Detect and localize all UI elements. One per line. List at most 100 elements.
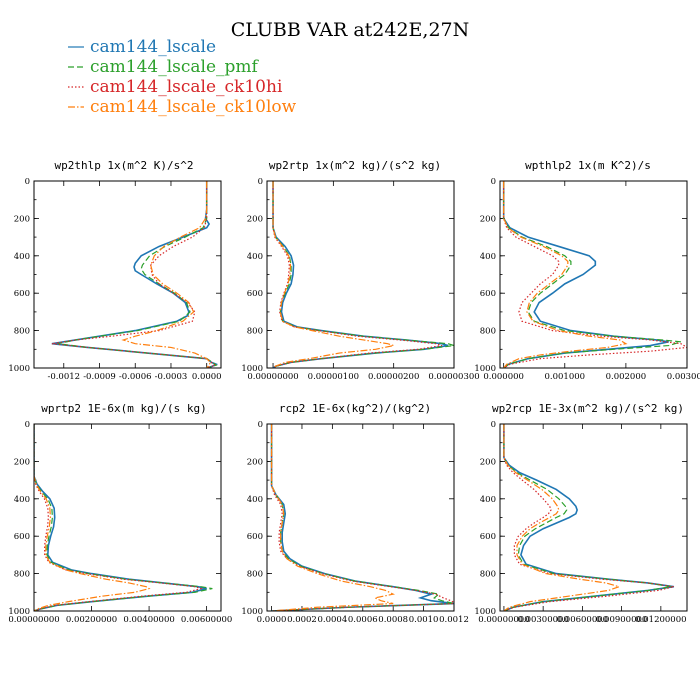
x-tick-label: 0.00600000	[557, 615, 608, 625]
series-group	[51, 181, 219, 368]
x-tick-label: 0.00400000	[123, 615, 174, 625]
panel-title: wprtp2 1E-6x(m kg)/(s kg)	[41, 402, 207, 415]
series-group	[270, 424, 454, 611]
series-line-cam144-lscale-ck10hi	[272, 181, 443, 368]
x-tick-label: -0.0012	[47, 372, 80, 382]
x-tick-label: 0.003000	[667, 372, 700, 382]
x-tick-label: 0.00300000	[517, 615, 568, 625]
series-group	[272, 181, 454, 368]
x-tick-label: 0.0002	[287, 615, 317, 625]
y-tick-label: 1000	[8, 364, 30, 374]
y-tick-label: 600	[480, 289, 496, 299]
y-tick-label: 800	[480, 570, 496, 580]
x-tick-label: -0.0009	[83, 372, 116, 382]
x-tick-label: 0.0012	[439, 615, 469, 625]
series-line-cam144-lscale-ck10hi	[503, 181, 687, 368]
series-line-cam144-lscale-pmf	[34, 424, 213, 611]
series-line-cam144-lscale-ck10low	[272, 181, 394, 368]
panel: rcp2 1E-6x(kg^2)/(kg^2) 0 200 400 600 800 1000…	[241, 402, 469, 625]
plot-frame	[33, 180, 222, 369]
y-tick-label: 600	[14, 289, 30, 299]
plot-frame	[33, 423, 222, 612]
x-tick-label: 0.0010	[409, 615, 439, 625]
panel-title: wp2rtp 1x(m^2 kg)/(s^2 kg)	[269, 159, 441, 172]
y-tick-label: 200	[480, 457, 496, 467]
series-line-cam144-lscale-ck10low	[503, 181, 628, 368]
series-group	[502, 181, 687, 368]
y-tick-label: 0	[491, 177, 496, 187]
series-line-cam144-lscale-ck10hi	[503, 424, 675, 611]
x-tick-label: -0.0006	[119, 372, 152, 382]
y-tick-label: 800	[480, 327, 496, 337]
x-tick-label: 0.002000	[606, 372, 647, 382]
series-line-cam144-lscale-ck10hi	[51, 181, 217, 368]
x-tick-label: 0.000000	[483, 372, 524, 382]
plot-frame	[499, 423, 688, 612]
panel-title: wp2thlp 1x(m^2 K)/s^2	[54, 159, 193, 172]
y-tick-label: 200	[247, 457, 263, 467]
y-tick-label: 400	[480, 252, 496, 262]
y-tick-label: 400	[14, 495, 30, 505]
x-tick-label: 0.00000000	[8, 615, 59, 625]
y-tick-label: 800	[14, 570, 30, 580]
x-tick-label: 0.0006	[348, 615, 378, 625]
y-tick-label: 400	[247, 495, 263, 505]
x-tick-label: 0.0004	[317, 615, 347, 625]
panel: wprtp2 1E-6x(m kg)/(s kg) 0 200 400 600 800 10…	[8, 402, 232, 625]
y-tick-label: 1000	[241, 607, 263, 617]
y-tick-label: 1000	[474, 607, 496, 617]
y-tick-label: 600	[480, 532, 496, 542]
y-tick-label: 0	[258, 420, 263, 430]
y-tick-label: 400	[480, 495, 496, 505]
y-tick-label: 1000	[8, 607, 30, 617]
panel-title: rcp2 1E-6x(kg^2)/(kg^2)	[279, 402, 431, 415]
series-group	[503, 424, 675, 611]
y-tick-label: 0	[258, 177, 263, 187]
x-tick-label: 0.00000000	[478, 615, 529, 625]
series-line-cam144-lscale-pmf	[503, 424, 672, 611]
figure-title: CLUBB VAR at242E,27N	[231, 19, 470, 41]
series-group	[34, 424, 213, 611]
series-line-cam144-lscale-ck10low	[270, 424, 396, 611]
x-tick-label: 0.00200000	[66, 615, 117, 625]
y-tick-label: 200	[480, 214, 496, 224]
series-line-cam144-lscale-ck10low	[121, 181, 211, 368]
x-tick-label: 0.0000	[192, 372, 222, 382]
x-tick-label: 0.0000	[257, 615, 287, 625]
y-tick-label: 800	[247, 327, 263, 337]
panel-title: wpthlp2 1x(m K^2)/s	[525, 159, 651, 172]
plot-frame	[499, 180, 688, 369]
x-tick-label: 0.00000200	[368, 372, 419, 382]
plot-frame	[266, 423, 455, 612]
series-line-cam144-lscale	[503, 424, 675, 611]
x-tick-label: 0.0008	[378, 615, 408, 625]
y-tick-label: 0	[25, 420, 30, 430]
panel-title: wp2rcp 1E-3x(m^2 kg)/(s^2 kg)	[492, 402, 684, 415]
panel: wp2thlp 1x(m^2 K)/s^2 0 200 400 600 800 1000 -0…	[8, 159, 221, 382]
y-tick-label: 600	[247, 532, 263, 542]
y-tick-label: 800	[14, 327, 30, 337]
y-tick-label: 0	[25, 177, 30, 187]
series-line-cam144-lscale-ck10hi	[34, 424, 203, 611]
legend-label: cam144_lscale	[90, 37, 216, 57]
y-tick-label: 200	[14, 214, 30, 224]
y-tick-label: 1000	[241, 364, 263, 374]
y-tick-label: 600	[14, 532, 30, 542]
x-tick-label: 0.00000100	[308, 372, 359, 382]
series-line-cam144-lscale-pmf	[503, 181, 682, 368]
series-line-cam144-lscale-ck10low	[503, 424, 621, 611]
y-tick-label: 200	[247, 214, 263, 224]
legend-label: cam144_lscale_ck10low	[90, 97, 297, 117]
y-tick-label: 400	[247, 252, 263, 262]
panel: wp2rcp 1E-3x(m^2 kg)/(s^2 kg) 0 200 400 600 8…	[474, 402, 688, 625]
series-line-cam144-lscale-ck10low	[34, 424, 151, 611]
y-tick-label: 800	[247, 570, 263, 580]
x-tick-label: 0.00900000	[596, 615, 647, 625]
x-tick-label: -0.0003	[155, 372, 188, 382]
y-tick-label: 1000	[474, 364, 496, 374]
legend-label: cam144_lscale_pmf	[90, 57, 260, 77]
x-tick-label: 0.01200000	[635, 615, 686, 625]
y-tick-label: 200	[14, 457, 30, 467]
